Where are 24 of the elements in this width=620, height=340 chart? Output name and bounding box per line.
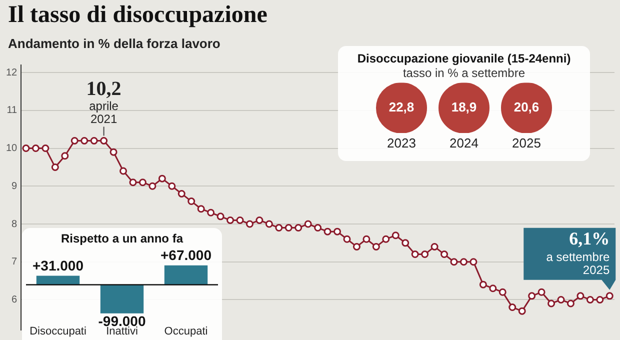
category-label: 2023 [387,135,416,150]
annotation: 10,2 aprile 2021 [86,78,122,126]
chart-title: Il tasso di disoccupazione [8,2,268,29]
y-tick-label: 9 [12,180,18,192]
text: Disoccupazione giovanile (15-24enni) [357,52,571,66]
data-label: 18,9 [451,99,477,114]
category-label: 2024 [450,135,478,150]
text: tasso in % a settembre [402,66,526,80]
y-tick-label: 11 [6,105,18,116]
annotation: 6,1% a settembre 2025 [546,228,610,278]
data-label: 20,6 [514,99,540,114]
data-label: +31.000 [32,258,84,274]
data-label: +67.000 [160,247,212,264]
data-label: 22,8 [388,99,414,114]
chart-title: Rispetto a un anno fa [60,232,184,246]
chart-subtitle: Andamento in % della forza lavoro [8,36,220,51]
y-tick-label: 12 [6,67,18,78]
x-tick-label: Disoccupati [30,325,86,338]
x-tick-label: Occupati [164,325,208,338]
y-tick-label: 10 [6,143,18,154]
y-tick-label: 8 [12,218,18,230]
y-tick-label: 6 [12,294,18,306]
category-label: 2025 [512,135,541,150]
y-tick-label: 7 [12,256,18,268]
